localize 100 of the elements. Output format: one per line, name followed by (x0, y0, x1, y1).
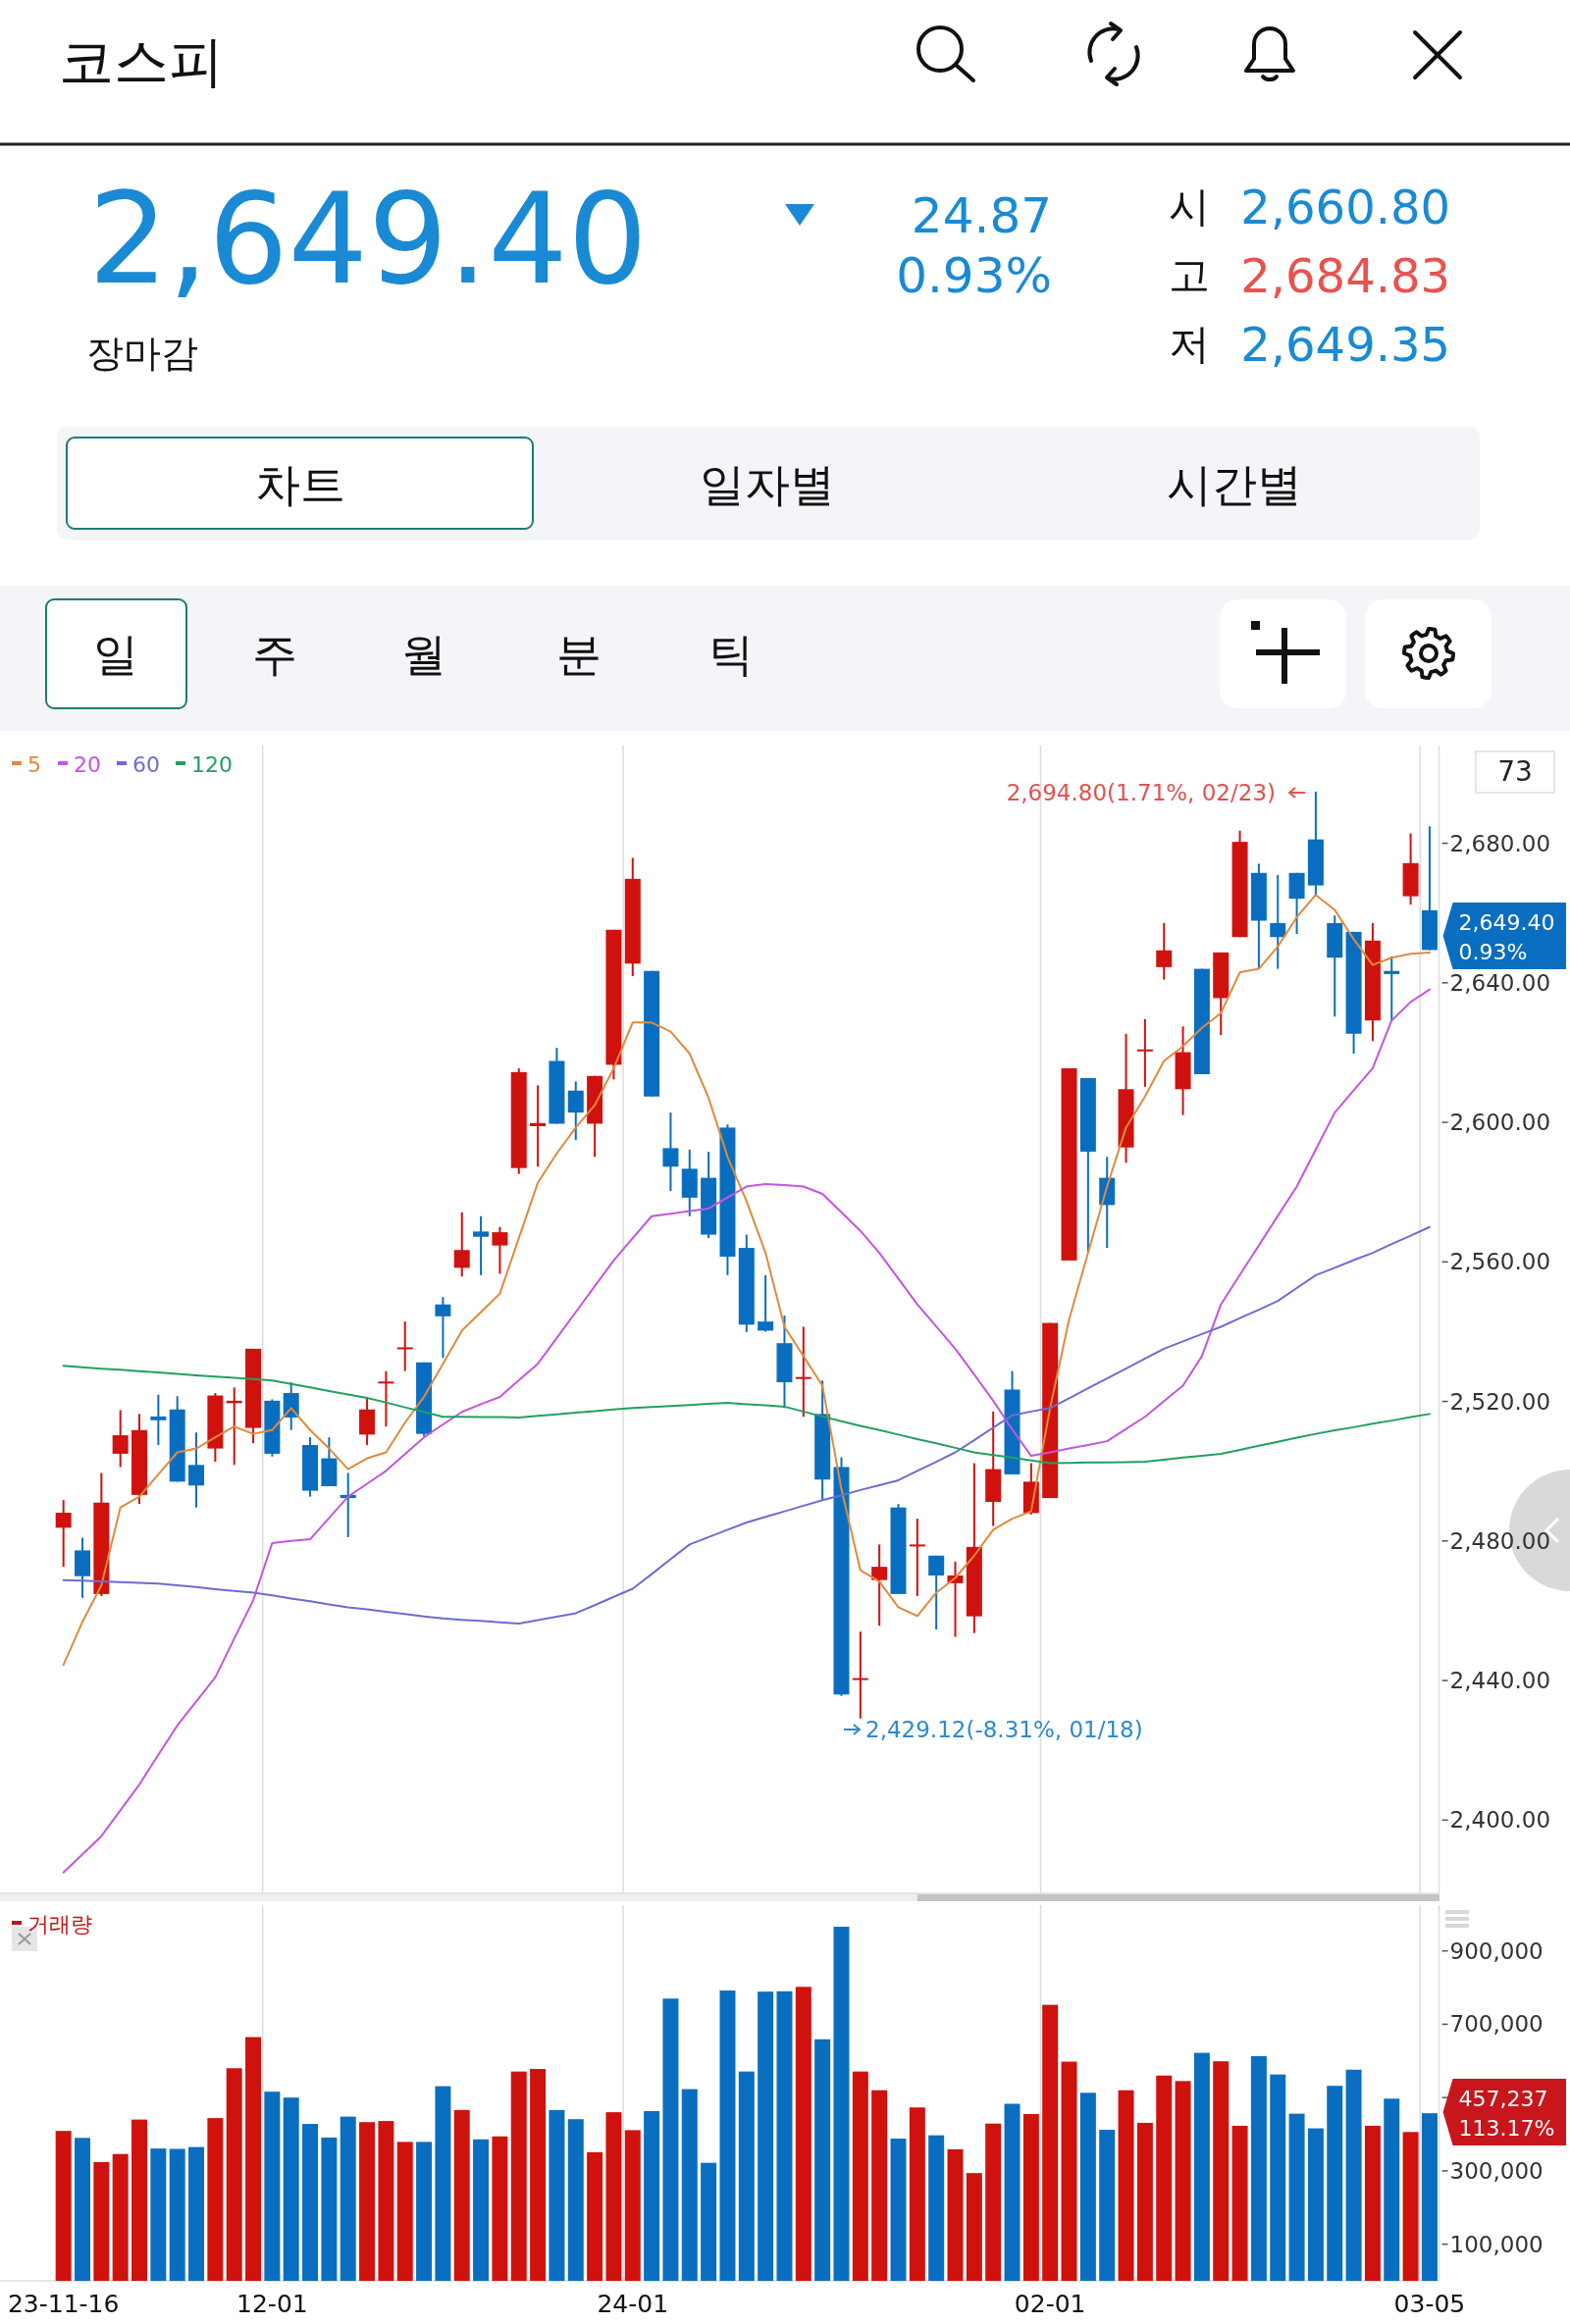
bar (302, 2124, 319, 2281)
bar (567, 2119, 584, 2281)
bar (1022, 2113, 1039, 2281)
candlestick (492, 1225, 508, 1275)
candlestick (567, 1080, 584, 1142)
text: 2,649.40 (1458, 910, 1555, 935)
candlestick (473, 1214, 490, 1276)
y-tick-label: 2,680.00 (1449, 830, 1551, 856)
text: 일자별 (700, 458, 835, 511)
bar (1345, 2069, 1362, 2281)
candlestick (150, 1393, 167, 1447)
y-tick-label: 300,000 (1449, 2157, 1544, 2184)
y-tick-label: 2,400.00 (1449, 1807, 1551, 1833)
candlestick (1270, 873, 1286, 970)
bar (1136, 2122, 1153, 2281)
bar (776, 1990, 793, 2281)
bar (662, 1998, 679, 2281)
bar (530, 2069, 547, 2282)
bar (966, 2173, 982, 2281)
bar (795, 1987, 811, 2281)
y-tick-label: 2,440.00 (1449, 1668, 1551, 1694)
text: 주 (252, 628, 297, 681)
text: 장마감 (86, 332, 198, 375)
bar (852, 2071, 868, 2281)
text: 틱 (708, 628, 754, 681)
text: 73 (1497, 755, 1533, 788)
bar (549, 2109, 565, 2282)
line-series (62, 1225, 1431, 1626)
y-tick-label: 2,600.00 (1449, 1110, 1551, 1136)
bar (1156, 2075, 1173, 2281)
bar (245, 2037, 262, 2281)
candlestick (871, 1543, 888, 1627)
bar (1175, 2081, 1191, 2281)
text: 저 (1169, 320, 1210, 368)
bar (473, 2139, 490, 2281)
y-tick-label: 900,000 (1449, 1937, 1544, 1964)
bar (226, 2068, 242, 2281)
legend-label: 120 (191, 751, 233, 777)
candlestick (758, 1273, 774, 1333)
legend-label: 20 (74, 751, 101, 777)
text: 분 (556, 628, 602, 681)
text: 2,649.35 (1240, 317, 1450, 372)
candlestick (928, 1554, 945, 1631)
text: 0.93% (1458, 940, 1528, 964)
candlestick (453, 1211, 470, 1278)
bar (510, 2071, 527, 2281)
bar (1004, 2103, 1020, 2281)
legend-label: 60 (132, 751, 160, 777)
bar (169, 2148, 185, 2281)
bar (1118, 2090, 1134, 2281)
bar (321, 2137, 338, 2281)
bar (1288, 2113, 1305, 2281)
bar (587, 2151, 603, 2281)
text: 0.93% (896, 247, 1052, 304)
candlestick (1156, 922, 1173, 981)
bar (681, 2089, 698, 2281)
bar (264, 2092, 281, 2281)
candlestick (909, 1518, 925, 1598)
bar (93, 2161, 110, 2281)
y-tick-label: 700,000 (1449, 2011, 1544, 2038)
bar (890, 2139, 907, 2281)
candlestick (435, 1296, 451, 1360)
x-tick-label: 03-05 (1393, 2290, 1466, 2318)
bar (1042, 2004, 1059, 2282)
bar (396, 2142, 413, 2281)
x-tick-label: 23-11-16 (7, 2290, 120, 2318)
x-tick-label: 12-01 (236, 2290, 308, 2318)
text: 2,684.83 (1240, 248, 1450, 303)
candlestick (530, 1084, 547, 1168)
text: 고 (1169, 251, 1210, 299)
bar (1061, 2061, 1077, 2281)
text: 457,237 113.17% (1458, 2087, 1555, 2141)
bar (909, 2107, 925, 2281)
bar (719, 1990, 736, 2281)
text: 일 (93, 628, 138, 681)
bar (340, 2116, 356, 2281)
bar (207, 2118, 224, 2281)
candlestick (396, 1320, 413, 1372)
candlestick (112, 1409, 129, 1469)
bar (1421, 2113, 1438, 2281)
bar (738, 2071, 755, 2281)
bar (1079, 2092, 1096, 2281)
text: 시 (1169, 182, 1210, 231)
bar (1327, 2086, 1343, 2281)
chart-title: 코스피 (59, 29, 224, 93)
line-series (62, 1365, 1431, 1465)
bar (1099, 2130, 1116, 2281)
bar (871, 2090, 888, 2281)
bar (75, 2138, 91, 2281)
legend-label: 5 (27, 751, 41, 777)
bar (624, 2130, 641, 2281)
bar (1270, 2074, 1286, 2281)
bar (1193, 2052, 1210, 2281)
y-tick-label: 2,560.00 (1449, 1249, 1551, 1275)
bar (112, 2153, 129, 2281)
line-series (62, 988, 1431, 1874)
bar (453, 2109, 470, 2282)
text: 24.87 (911, 187, 1052, 244)
bar (1384, 2098, 1400, 2281)
bar (378, 2121, 394, 2281)
